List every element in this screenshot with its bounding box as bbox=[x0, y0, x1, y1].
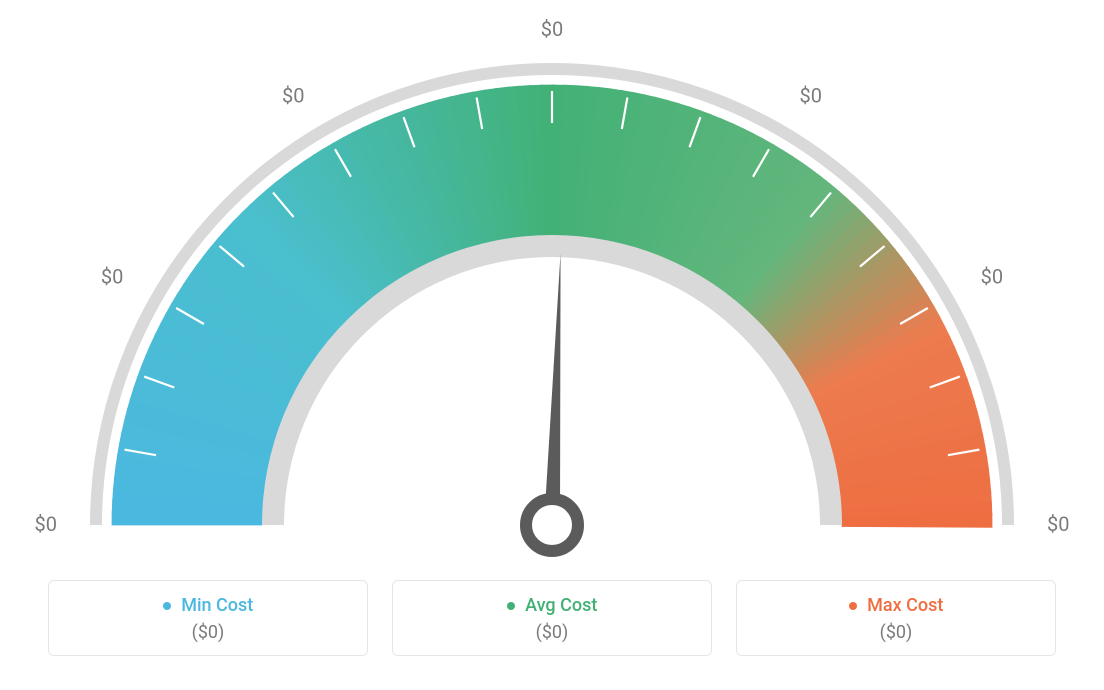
legend-text-avg: Avg Cost bbox=[525, 595, 597, 616]
legend-card-avg: Avg Cost ($0) bbox=[392, 580, 712, 656]
bullet-avg bbox=[507, 602, 515, 610]
gauge-wrapper: $0 $0 $0 $0 $0 $0 $0 bbox=[0, 10, 1104, 570]
svg-text:$0: $0 bbox=[282, 83, 304, 107]
legend-row: Min Cost ($0) Avg Cost ($0) Max Cost ($0… bbox=[0, 580, 1104, 656]
legend-text-min: Min Cost bbox=[181, 595, 253, 616]
svg-text:$0: $0 bbox=[1047, 512, 1069, 536]
svg-text:$0: $0 bbox=[981, 265, 1003, 289]
legend-text-max: Max Cost bbox=[867, 595, 943, 616]
legend-value-min: ($0) bbox=[59, 622, 357, 643]
legend-card-max: Max Cost ($0) bbox=[736, 580, 1056, 656]
legend-value-avg: ($0) bbox=[403, 622, 701, 643]
svg-text:$0: $0 bbox=[541, 17, 563, 41]
gauge-chart-container: $0 $0 $0 $0 $0 $0 $0 Min Cost ($0) Avg Cost ($… bbox=[0, 0, 1104, 690]
svg-text:$0: $0 bbox=[800, 83, 822, 107]
bullet-max bbox=[849, 602, 857, 610]
legend-label-avg: Avg Cost bbox=[403, 595, 701, 616]
legend-label-max: Max Cost bbox=[747, 595, 1045, 616]
bullet-min bbox=[163, 602, 171, 610]
svg-text:$0: $0 bbox=[101, 265, 123, 289]
legend-card-min: Min Cost ($0) bbox=[48, 580, 368, 656]
svg-text:$0: $0 bbox=[35, 512, 57, 536]
legend-label-min: Min Cost bbox=[59, 595, 357, 616]
gauge-svg: $0 $0 $0 $0 $0 $0 $0 bbox=[0, 10, 1104, 570]
legend-value-max: ($0) bbox=[747, 622, 1045, 643]
